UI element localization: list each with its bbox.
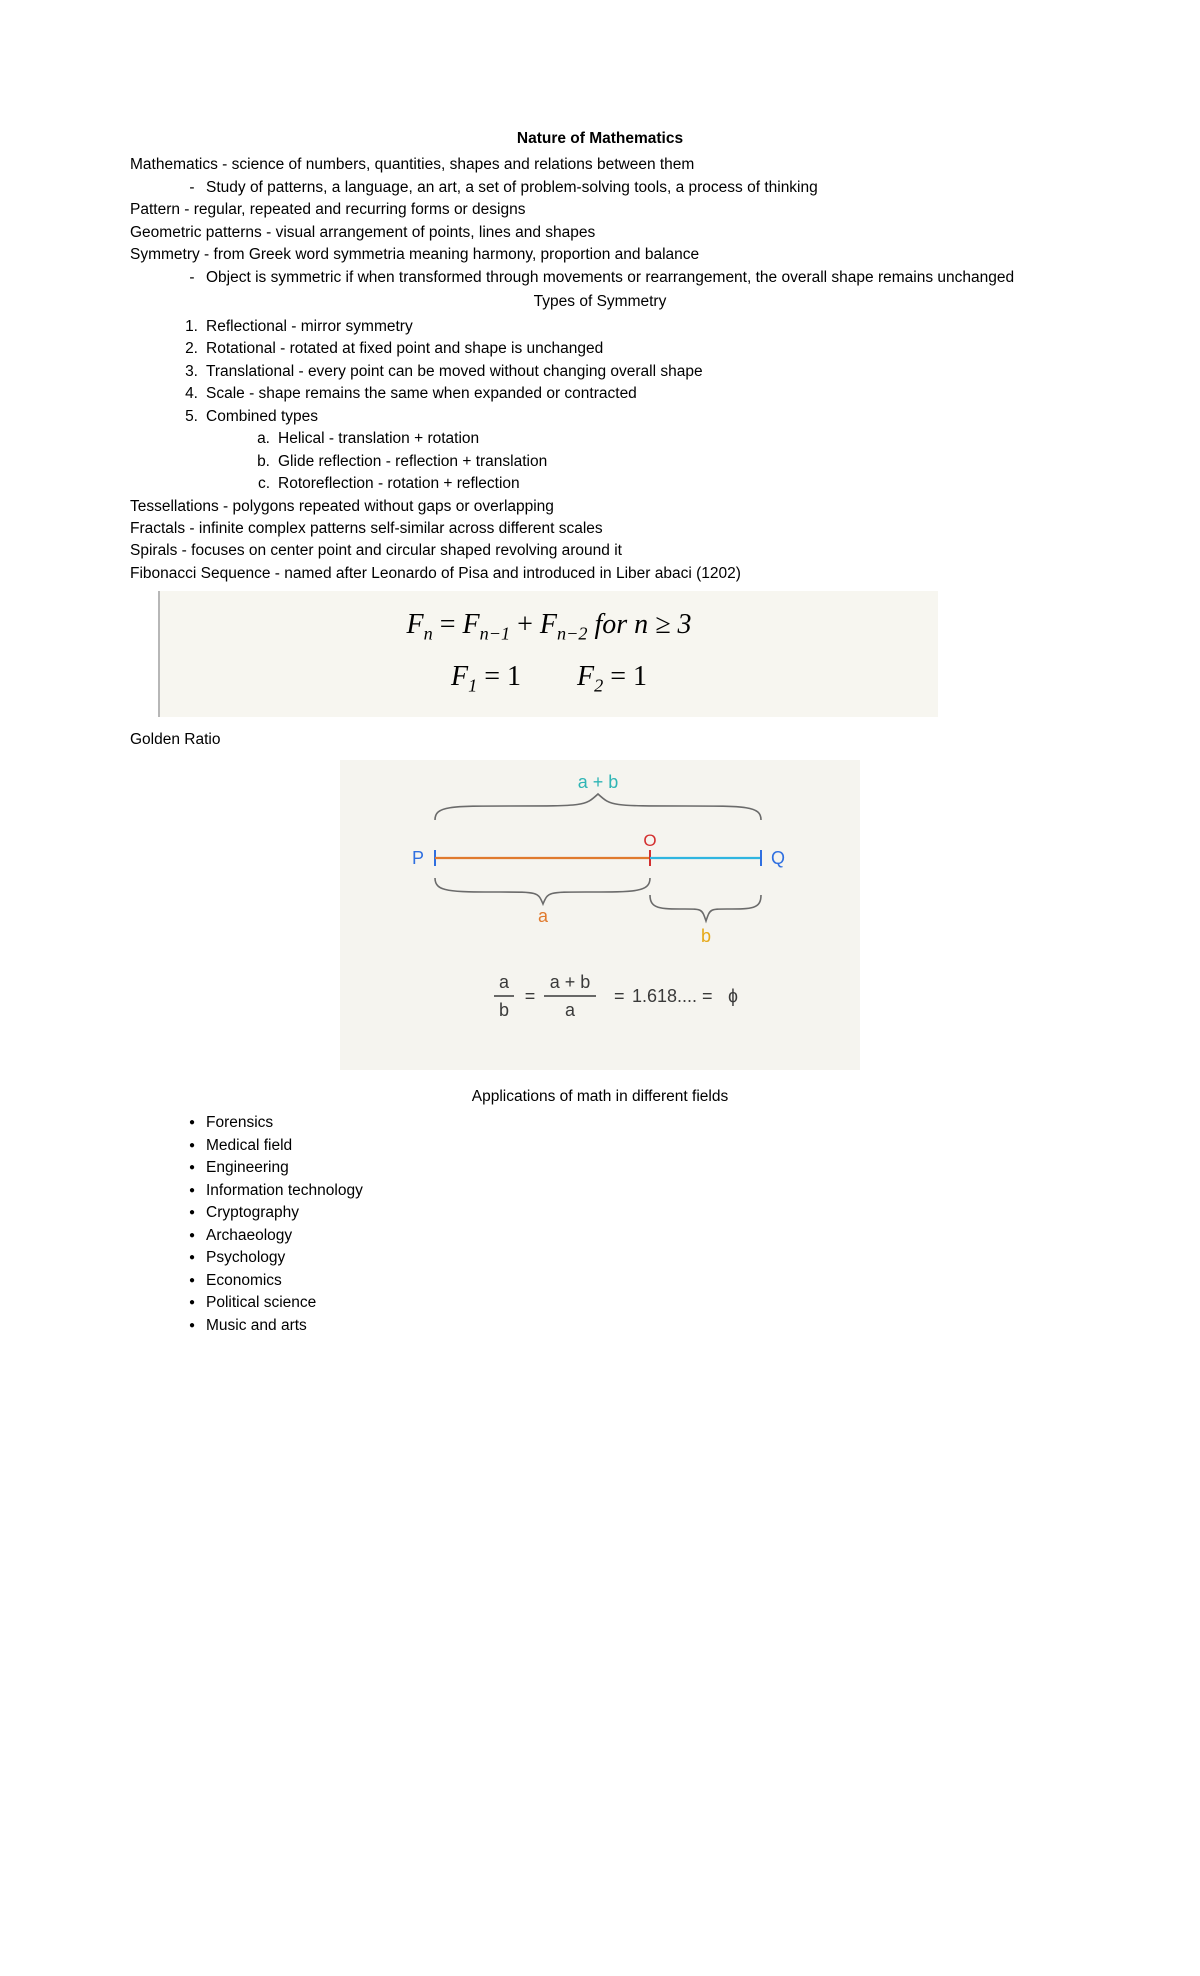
def-symmetry-sub-text: Object is symmetric if when transformed …	[206, 267, 1014, 289]
svg-text:=: =	[614, 986, 625, 1006]
list-item-text: Information technology	[206, 1180, 363, 1202]
list-item-text: Cryptography	[206, 1202, 299, 1224]
bullet-marker: ●	[178, 1202, 206, 1224]
list-item-text: Music and arts	[206, 1315, 307, 1337]
type-5b-text: Glide reflection - reflection + translat…	[278, 451, 547, 473]
list-item: ●Cryptography	[130, 1202, 1070, 1224]
dash-marker: -	[178, 267, 206, 289]
Q-label: Q	[771, 848, 785, 868]
applications-heading: Applications of math in different fields	[130, 1086, 1070, 1108]
golden-ratio-label: Golden Ratio	[130, 729, 1070, 751]
svg-text:1.618....: 1.618....	[632, 986, 697, 1006]
b-label: b	[701, 926, 711, 946]
fibonacci-formula: Fn = Fn−1 + Fn−2 for n ≥ 3 F1 = 1 F2 = 1	[158, 591, 938, 717]
bullet-marker: ●	[178, 1157, 206, 1179]
num-marker: 4.	[178, 383, 206, 405]
page-title: Nature of Mathematics	[130, 128, 1070, 150]
fibonacci-formula-line1: Fn = Fn−1 + Fn−2 for n ≥ 3	[160, 605, 938, 647]
def-pattern: Pattern - regular, repeated and recurrin…	[130, 199, 1070, 221]
def-spirals: Spirals - focuses on center point and ci…	[130, 540, 1070, 562]
type-5c: c. Rotoreflection - rotation + reflectio…	[130, 473, 1070, 495]
type-4: 4. Scale - shape remains the same when e…	[130, 383, 1070, 405]
golden-ratio-svg: a + b P O Q a b a	[340, 760, 860, 1070]
list-item: ●Information technology	[130, 1180, 1070, 1202]
num-marker: 3.	[178, 361, 206, 383]
type-3-text: Translational - every point can be moved…	[206, 361, 703, 383]
types-heading: Types of Symmetry	[130, 291, 1070, 313]
O-label: O	[643, 831, 656, 850]
num-marker: 5.	[178, 406, 206, 428]
dash-marker: -	[178, 177, 206, 199]
golden-ratio-figure-wrap: a + b P O Q a b a	[130, 760, 1070, 1070]
def-symmetry: Symmetry - from Greek word symmetria mea…	[130, 244, 1070, 266]
alpha-marker: a.	[250, 428, 278, 450]
fibonacci-formula-line2: F1 = 1 F2 = 1	[160, 657, 938, 699]
bullet-marker: ●	[178, 1270, 206, 1292]
num-marker: 2.	[178, 338, 206, 360]
type-5c-text: Rotoreflection - rotation + reflection	[278, 473, 520, 495]
type-2-text: Rotational - rotated at fixed point and …	[206, 338, 603, 360]
list-item: ●Medical field	[130, 1135, 1070, 1157]
P-label: P	[412, 848, 424, 868]
bullet-marker: ●	[178, 1225, 206, 1247]
list-item: ●Economics	[130, 1270, 1070, 1292]
type-1-text: Reflectional - mirror symmetry	[206, 316, 413, 338]
golden-ratio-figure: a + b P O Q a b a	[340, 760, 860, 1070]
bullet-marker: ●	[178, 1135, 206, 1157]
svg-text:b: b	[499, 1000, 509, 1020]
list-item: ●Political science	[130, 1292, 1070, 1314]
list-item: ●Archaeology	[130, 1225, 1070, 1247]
list-item-text: Political science	[206, 1292, 316, 1314]
type-4-text: Scale - shape remains the same when expa…	[206, 383, 637, 405]
type-5: 5. Combined types	[130, 406, 1070, 428]
num-marker: 1.	[178, 316, 206, 338]
svg-text:=: =	[525, 986, 536, 1006]
list-item: ●Forensics	[130, 1112, 1070, 1134]
type-3: 3. Translational - every point can be mo…	[130, 361, 1070, 383]
list-item-text: Medical field	[206, 1135, 292, 1157]
golden-ratio-formula: a b = a + b a = 1.618.... = ɸ	[494, 972, 738, 1020]
svg-text:a: a	[565, 1000, 576, 1020]
list-item: ●Engineering	[130, 1157, 1070, 1179]
bullet-marker: ●	[178, 1247, 206, 1269]
alpha-marker: b.	[250, 451, 278, 473]
type-5b: b. Glide reflection - reflection + trans…	[130, 451, 1070, 473]
def-mathematics-sub-text: Study of patterns, a language, an art, a…	[206, 177, 818, 199]
bullet-marker: ●	[178, 1292, 206, 1314]
type-5-text: Combined types	[206, 406, 318, 428]
list-item-text: Psychology	[206, 1247, 285, 1269]
type-2: 2. Rotational - rotated at fixed point a…	[130, 338, 1070, 360]
def-mathematics-sub: - Study of patterns, a language, an art,…	[130, 177, 1070, 199]
svg-text:=: =	[702, 986, 713, 1006]
bullet-marker: ●	[178, 1112, 206, 1134]
alpha-marker: c.	[250, 473, 278, 495]
list-item: ●Music and arts	[130, 1315, 1070, 1337]
a-label: a	[538, 906, 549, 926]
list-item-text: Archaeology	[206, 1225, 292, 1247]
list-item-text: Economics	[206, 1270, 282, 1292]
list-item-text: Forensics	[206, 1112, 273, 1134]
type-5a: a. Helical - translation + rotation	[130, 428, 1070, 450]
type-1: 1. Reflectional - mirror symmetry	[130, 316, 1070, 338]
def-symmetry-sub: - Object is symmetric if when transforme…	[130, 267, 1070, 289]
def-mathematics: Mathematics - science of numbers, quanti…	[130, 154, 1070, 176]
svg-text:a: a	[499, 972, 510, 992]
def-fractals: Fractals - infinite complex patterns sel…	[130, 518, 1070, 540]
list-item: ●Psychology	[130, 1247, 1070, 1269]
type-5a-text: Helical - translation + rotation	[278, 428, 479, 450]
def-tessellations: Tessellations - polygons repeated withou…	[130, 496, 1070, 518]
bullet-marker: ●	[178, 1180, 206, 1202]
ab-label: a + b	[578, 772, 619, 792]
bullet-marker: ●	[178, 1315, 206, 1337]
def-geometric: Geometric patterns - visual arrangement …	[130, 222, 1070, 244]
applications-list: ●Forensics●Medical field●Engineering●Inf…	[130, 1112, 1070, 1337]
svg-text:ɸ: ɸ	[728, 986, 738, 1006]
def-fibonacci: Fibonacci Sequence - named after Leonard…	[130, 563, 1070, 585]
list-item-text: Engineering	[206, 1157, 289, 1179]
svg-text:a + b: a + b	[550, 972, 591, 992]
